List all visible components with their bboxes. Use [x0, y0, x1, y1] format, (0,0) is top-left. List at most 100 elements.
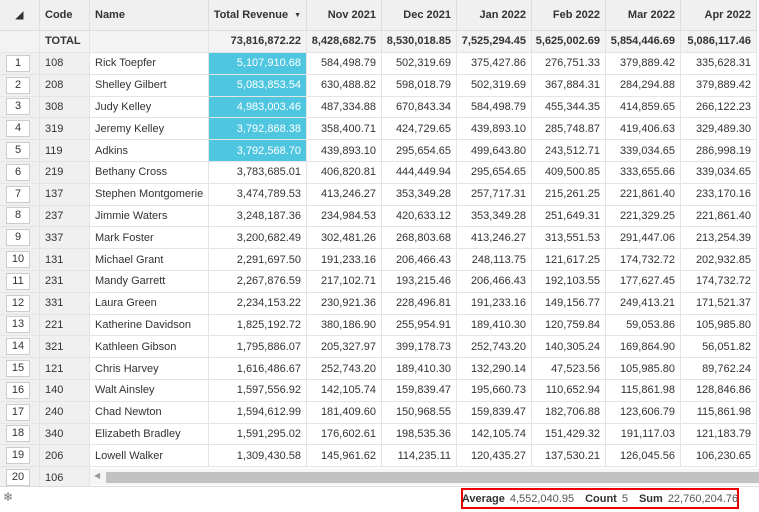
month-cell[interactable]: 414,859.65 — [606, 96, 681, 119]
month-cell[interactable]: 406,820.81 — [307, 162, 382, 184]
row-number-box[interactable]: 2 — [6, 76, 30, 94]
month-cell[interactable]: 145,961.62 — [307, 445, 382, 468]
month-cell[interactable]: 252,743.20 — [307, 358, 382, 380]
month-cell[interactable]: 189,410.30 — [382, 358, 457, 380]
row-number-box[interactable]: 3 — [6, 98, 30, 116]
month-cell[interactable]: 140,305.24 — [532, 336, 606, 359]
row-number[interactable]: 9 — [0, 227, 40, 250]
row-number[interactable]: 11 — [0, 271, 40, 293]
row-number[interactable]: 2 — [0, 74, 40, 97]
row-number-box[interactable]: 19 — [6, 447, 30, 465]
month-cell[interactable]: 121,617.25 — [532, 249, 606, 271]
month-cell[interactable]: 266,122.23 — [681, 96, 757, 119]
code-cell[interactable]: 140 — [40, 380, 90, 402]
month-cell[interactable]: 329,489.30 — [681, 118, 757, 141]
code-cell[interactable]: 340 — [40, 423, 90, 446]
month-cell[interactable]: 115,861.98 — [606, 380, 681, 402]
month-cell[interactable]: 302,481.26 — [307, 227, 382, 250]
month-cell[interactable]: 409,500.85 — [532, 162, 606, 184]
scroll-left-icon[interactable]: ◀ — [94, 471, 101, 480]
month-cell[interactable]: 670,843.34 — [382, 96, 457, 119]
row-number-box[interactable]: 12 — [6, 294, 30, 312]
month-cell[interactable]: 174,732.72 — [606, 249, 681, 271]
month-cell[interactable]: 221,861.40 — [606, 183, 681, 206]
row-number[interactable]: 10 — [0, 249, 40, 271]
row-number-box[interactable]: 20 — [6, 469, 30, 486]
total-revenue-cell[interactable]: 1,591,295.02 — [209, 423, 307, 446]
total-revenue-cell[interactable]: 3,792,868.38 — [209, 118, 307, 141]
month-cell[interactable]: 598,018.79 — [382, 74, 457, 97]
month-cell[interactable]: 149,156.77 — [532, 292, 606, 315]
month-cell[interactable]: 257,717.31 — [457, 183, 532, 206]
row-number[interactable]: 5 — [0, 140, 40, 162]
month-cell[interactable]: 142,105.74 — [307, 380, 382, 402]
code-cell[interactable]: 208 — [40, 74, 90, 97]
month-cell[interactable]: 353,349.28 — [382, 183, 457, 206]
row-number[interactable]: 13 — [0, 314, 40, 337]
scrollbar-thumb[interactable] — [106, 472, 759, 483]
code-cell[interactable]: 137 — [40, 183, 90, 206]
row-number-box[interactable]: 15 — [6, 360, 30, 378]
month-cell[interactable]: 105,985.80 — [681, 314, 757, 337]
code-cell[interactable]: 221 — [40, 314, 90, 337]
month-cell[interactable]: 191,233.16 — [307, 249, 382, 271]
row-number-box[interactable]: 5 — [6, 142, 30, 160]
month-cell[interactable]: 128,846.86 — [681, 380, 757, 402]
row-number[interactable]: 1 — [0, 53, 40, 75]
row-number-box[interactable]: 9 — [6, 229, 30, 247]
month-cell[interactable]: 487,334.88 — [307, 96, 382, 119]
month-cell[interactable]: 198,535.36 — [382, 423, 457, 446]
month-cell[interactable]: 255,954.91 — [382, 314, 457, 337]
row-number-box[interactable]: 13 — [6, 316, 30, 334]
month-cell[interactable]: 380,186.90 — [307, 314, 382, 337]
month-cell[interactable]: 56,051.82 — [681, 336, 757, 359]
name-cell[interactable]: Chad Newton — [90, 401, 209, 424]
month-cell[interactable]: 228,496.81 — [382, 292, 457, 315]
total-revenue-cell[interactable]: 3,248,187.36 — [209, 205, 307, 228]
name-cell[interactable]: Jimmie Waters — [90, 205, 209, 228]
code-cell[interactable]: 321 — [40, 336, 90, 359]
column-header-1[interactable]: Code — [40, 0, 90, 31]
month-cell[interactable]: 159,839.47 — [382, 380, 457, 402]
total-revenue-cell[interactable]: 1,594,612.99 — [209, 401, 307, 424]
month-cell[interactable]: 137,530.21 — [532, 445, 606, 468]
month-cell[interactable]: 120,435.27 — [457, 445, 532, 468]
month-cell[interactable]: 202,932.85 — [681, 249, 757, 271]
month-cell[interactable]: 455,344.35 — [532, 96, 606, 119]
name-cell[interactable]: Jeremy Kelley — [90, 118, 209, 141]
total-revenue-cell[interactable]: 4,983,003.46 — [209, 96, 307, 119]
total-revenue-cell[interactable]: 1,825,192.72 — [209, 314, 307, 337]
row-number-box[interactable]: 14 — [6, 338, 30, 356]
code-cell[interactable]: 337 — [40, 227, 90, 250]
row-number-box[interactable]: 1 — [6, 54, 30, 72]
column-header-3[interactable]: Total Revenue ▼ — [209, 0, 307, 31]
name-cell[interactable]: Judy Kelley — [90, 96, 209, 119]
month-cell[interactable]: 159,839.47 — [457, 401, 532, 424]
month-cell[interactable]: 191,117.03 — [606, 423, 681, 446]
month-cell[interactable]: 189,410.30 — [457, 314, 532, 337]
name-cell[interactable]: Michael Grant — [90, 249, 209, 271]
month-cell[interactable]: 177,627.45 — [606, 271, 681, 293]
month-cell[interactable]: 234,984.53 — [307, 205, 382, 228]
month-cell[interactable]: 221,329.25 — [606, 205, 681, 228]
month-cell[interactable]: 89,762.24 — [681, 358, 757, 380]
row-number-box[interactable]: 6 — [6, 163, 30, 181]
horizontal-scrollbar[interactable]: ◀ — [90, 469, 759, 485]
month-cell[interactable]: 230,921.36 — [307, 292, 382, 315]
code-cell[interactable]: 108 — [40, 53, 90, 75]
month-cell[interactable]: 120,759.84 — [532, 314, 606, 337]
row-number[interactable]: 6 — [0, 162, 40, 184]
row-number-box[interactable]: 11 — [6, 272, 30, 290]
month-cell[interactable]: 268,803.68 — [382, 227, 457, 250]
month-cell[interactable]: 333,655.66 — [606, 162, 681, 184]
month-cell[interactable]: 424,729.65 — [382, 118, 457, 141]
column-header-6[interactable]: Jan 2022 — [457, 0, 532, 31]
total-revenue-cell[interactable]: 3,783,685.01 — [209, 162, 307, 184]
column-header-5[interactable]: Dec 2021 — [382, 0, 457, 31]
month-cell[interactable]: 221,861.40 — [681, 205, 757, 228]
name-cell[interactable]: Adkins — [90, 140, 209, 162]
code-cell[interactable]: 319 — [40, 118, 90, 141]
month-cell[interactable]: 191,233.16 — [457, 292, 532, 315]
month-cell[interactable]: 132,290.14 — [457, 358, 532, 380]
month-cell[interactable]: 106,230.65 — [681, 445, 757, 468]
